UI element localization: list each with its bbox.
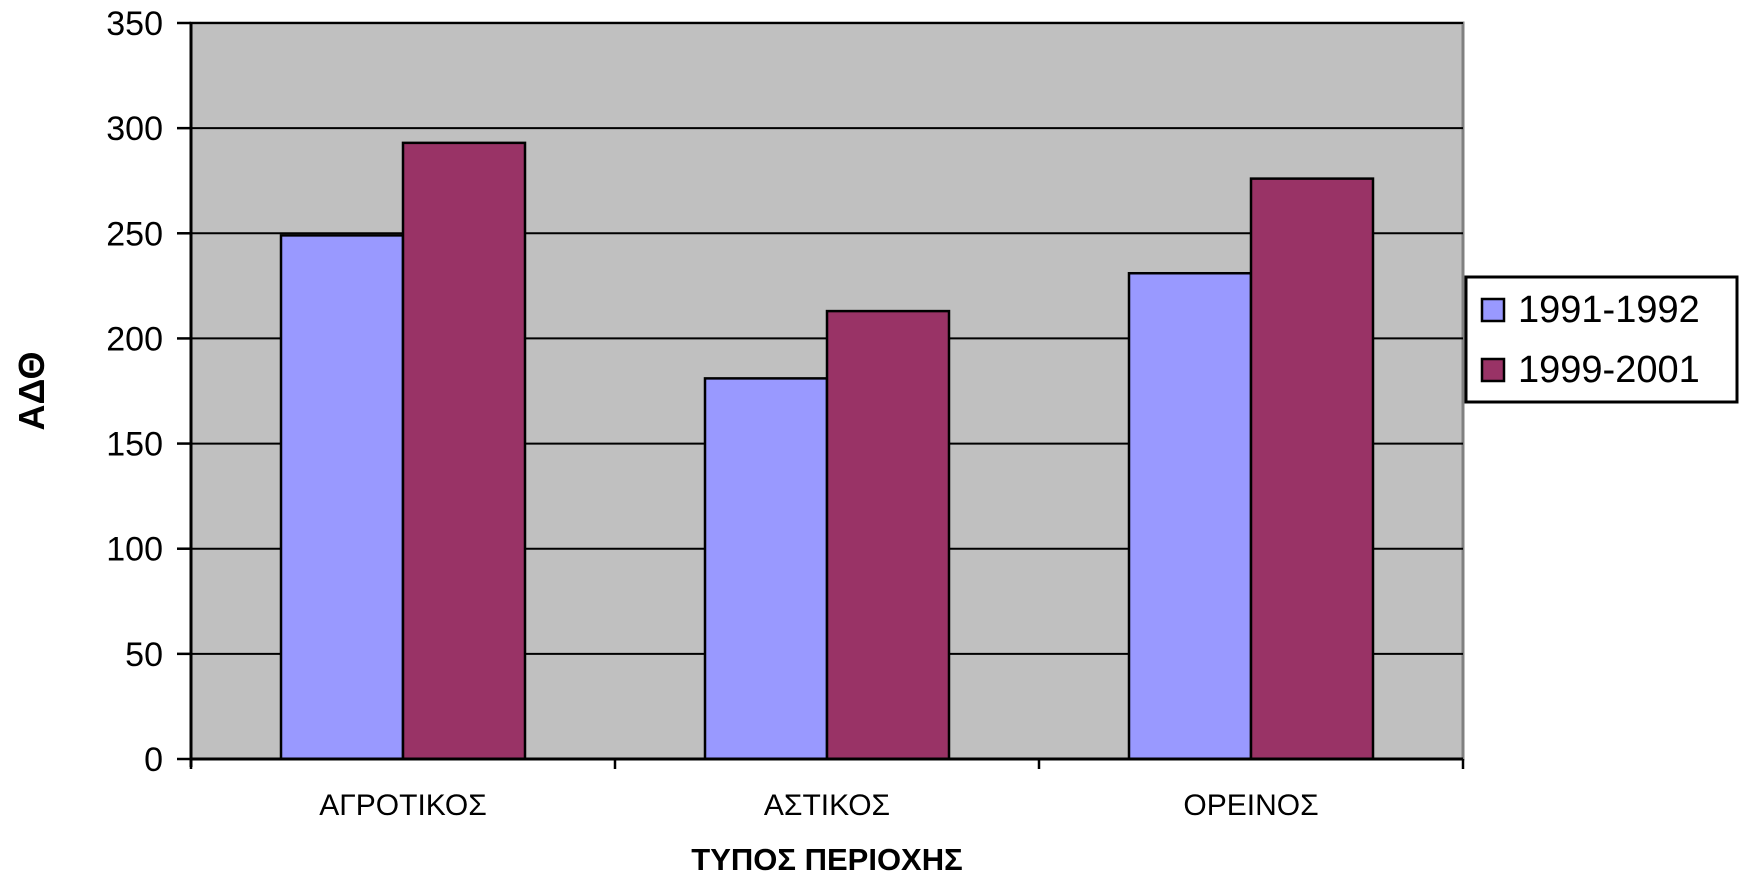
legend: 1991-1992 1999-2001	[1464, 275, 1739, 404]
y-tick-label: 250	[106, 215, 163, 253]
tick-labels: 0 50 100 150 200 250 300 350 ΑΓΡΟΤΙΚΟΣ ΑΣΤΙΚΟΣ ΟΡΕ…	[106, 5, 1318, 822]
y-tick-label: 100	[106, 531, 163, 569]
x-tick-label: ΟΡΕΙΝΟΣ	[1183, 789, 1318, 822]
y-tick-label: 200	[106, 320, 163, 358]
bar-1991-1992-ΑΓΡΟΤΙΚΟΣ	[279, 234, 405, 761]
x-axis-title: ΤΥΠΟΣ ΠΕΡΙΟΧΗΣ	[691, 842, 962, 877]
bar-1999-2001-ΑΓΡΟΤΙΚΟΣ	[401, 141, 527, 761]
x-tick-label: ΑΣΤΙΚΟΣ	[764, 789, 890, 822]
legend-swatch-1999-2001	[1480, 357, 1506, 383]
x-tick-label: ΑΓΡΟΤΙΚΟΣ	[319, 789, 487, 822]
legend-label-1999-2001: 1999-2001	[1518, 349, 1700, 391]
bar-1991-1992-ΟΡΕΙΝΟΣ	[1127, 271, 1253, 761]
legend-box	[1464, 275, 1739, 404]
bar-1999-2001-ΟΡΕΙΝΟΣ	[1249, 177, 1375, 761]
axes	[177, 21, 1465, 769]
bars	[279, 141, 1375, 761]
y-tick-label: 150	[106, 426, 163, 464]
y-tick-label: 0	[144, 741, 163, 779]
y-tick-label: 300	[106, 110, 163, 148]
y-tick-label: 50	[125, 636, 163, 674]
legend-label-1991-1992: 1991-1992	[1518, 289, 1700, 331]
y-axis-title: ΑΔΘ	[11, 352, 52, 431]
y-tick-label: 350	[106, 5, 163, 43]
bar-1999-2001-ΑΣΤΙΚΟΣ	[825, 309, 951, 761]
bar-1991-1992-ΑΣΤΙΚΟΣ	[703, 377, 829, 761]
legend-swatch-1991-1992	[1480, 297, 1506, 323]
